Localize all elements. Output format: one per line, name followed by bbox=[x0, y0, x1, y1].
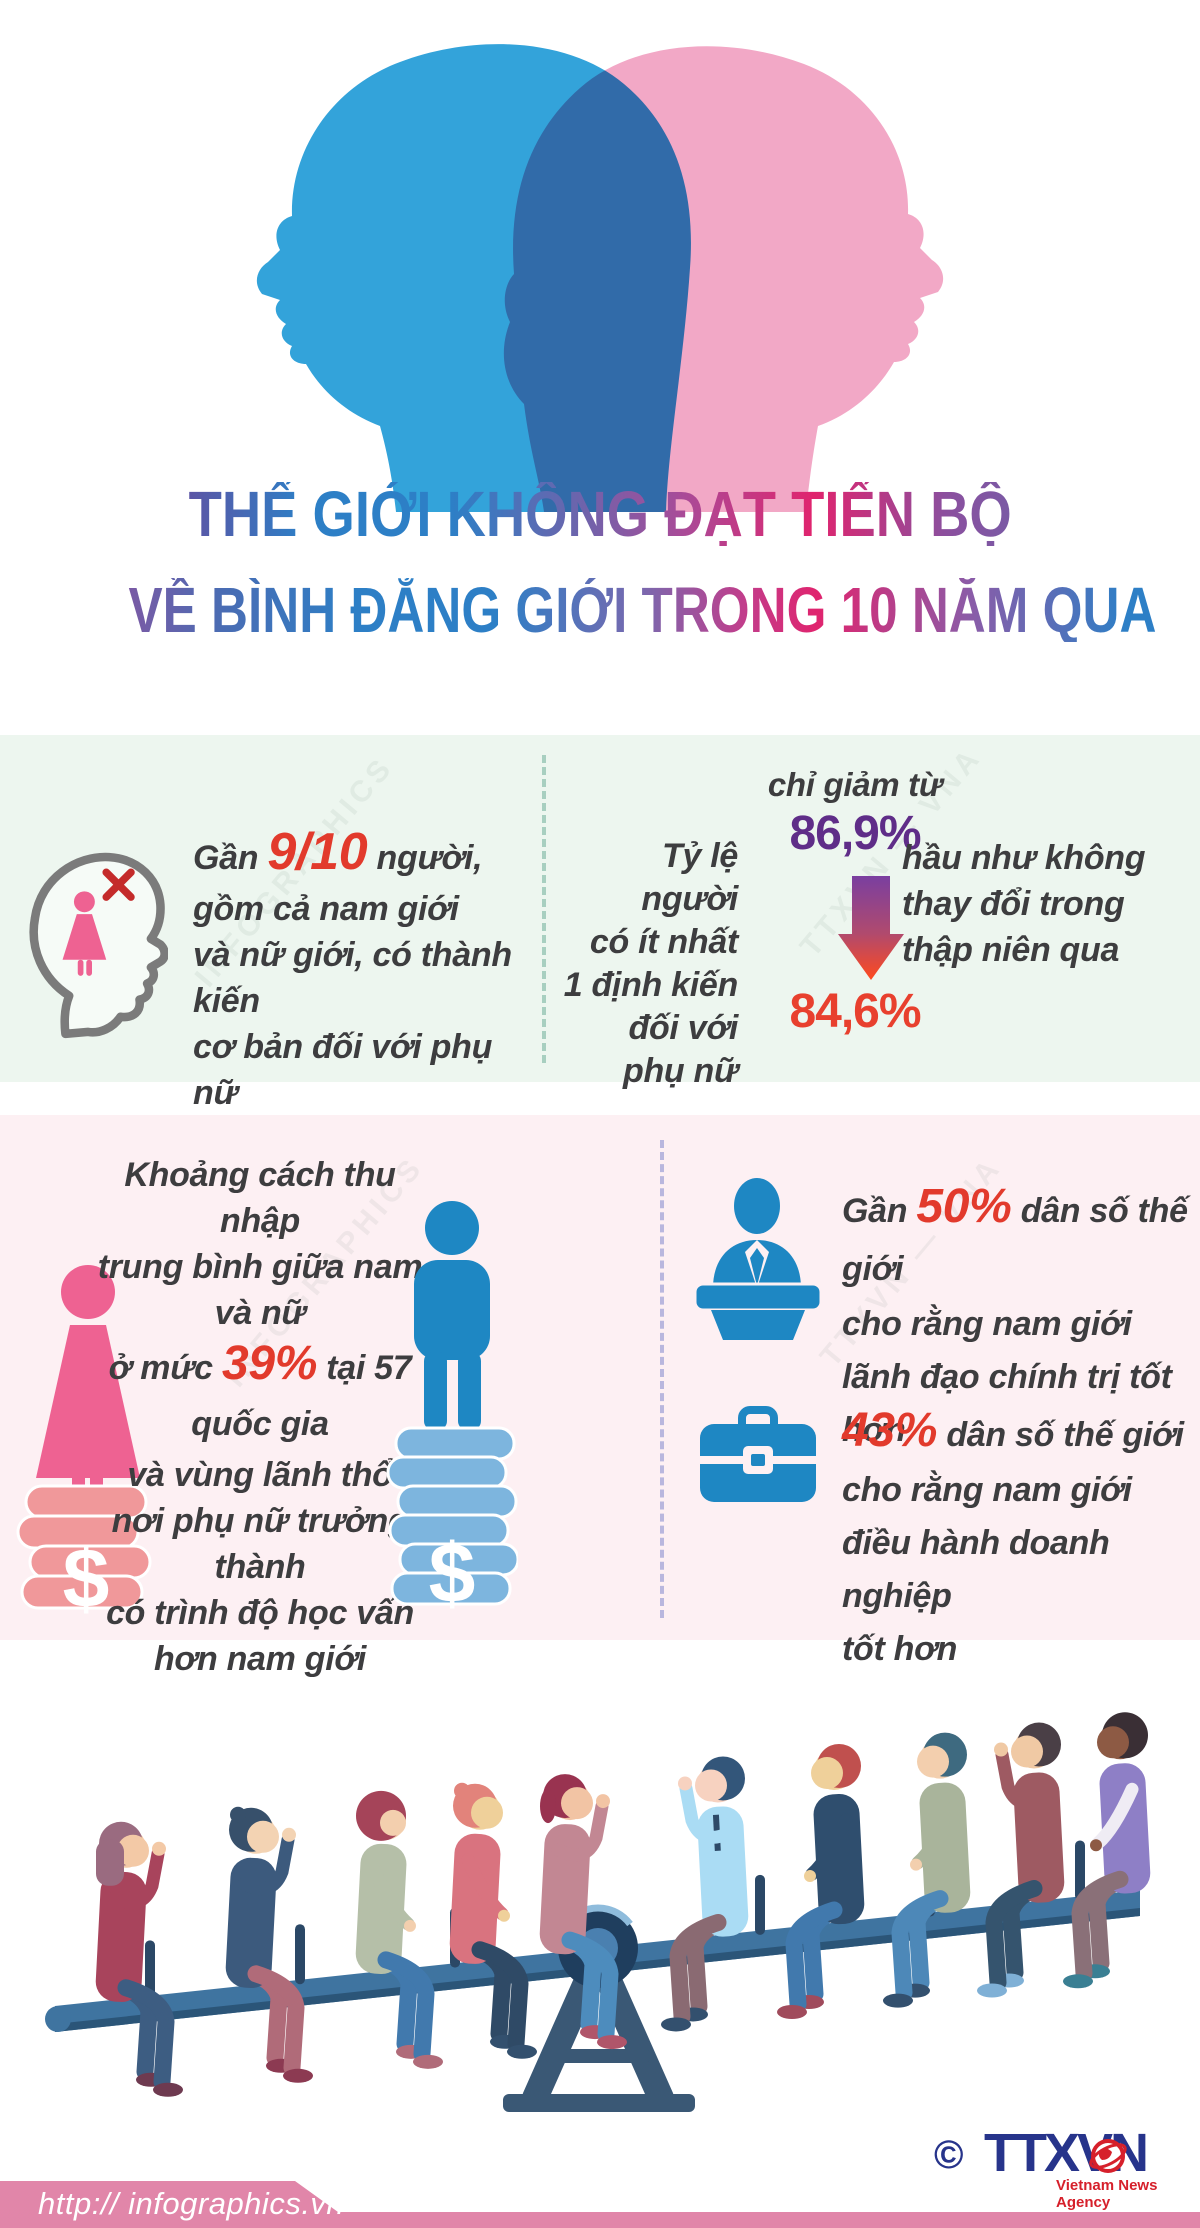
politician-podium-icon bbox=[693, 1178, 823, 1340]
stat-50: 50% bbox=[916, 1180, 1012, 1233]
female-pictogram-small bbox=[62, 891, 107, 976]
female-head-silhouette bbox=[503, 46, 944, 512]
bias-head-icon bbox=[29, 852, 168, 1039]
seated-woman-4 bbox=[449, 1782, 537, 2059]
dollar-sign: $ bbox=[429, 1526, 476, 1620]
section-divider bbox=[542, 755, 546, 1063]
seated-man-3 bbox=[883, 1732, 971, 2008]
seesaw-illustration bbox=[45, 1712, 1151, 2112]
bias-note-text: hầu như không thay đổi trong thập niên q… bbox=[902, 839, 1146, 969]
seated-man-1 bbox=[661, 1756, 749, 2032]
male-on-coins: $ bbox=[386, 1201, 518, 1620]
change-from-value: 86,9% bbox=[789, 807, 921, 860]
page-title-line2: VỀ BÌNH ĐẲNG GIỚI TRONG 10 NĂM QUA bbox=[128, 574, 1157, 646]
seated-man-5 bbox=[1063, 1712, 1151, 1989]
down-arrow-icon bbox=[838, 876, 904, 980]
seated-woman-3 bbox=[355, 1790, 443, 2069]
seesaw-handle bbox=[145, 1940, 155, 2001]
section-income: INFOGRAPHICS TTXVN — VNA bbox=[0, 1115, 1200, 1640]
agency-name: Vietnam News Agency bbox=[1056, 2177, 1158, 2211]
briefcase-icon bbox=[700, 1406, 816, 1502]
dollar-sign: $ bbox=[63, 1531, 110, 1625]
section-bias: INFOGRAPHICS TTXVN — VNA bbox=[0, 735, 1200, 1082]
bias-ratio-label: Tỷ lệ người có ít nhất 1 định kiến đối v… bbox=[563, 837, 739, 1090]
globe-icon bbox=[1089, 2139, 1127, 2173]
seated-man-4 bbox=[977, 1722, 1065, 1998]
seesaw-handle bbox=[1075, 1840, 1085, 1901]
income-gap-text: Khoảng cách thu nhập trung bình giữa nam… bbox=[97, 1156, 423, 1678]
gender-heads-illustration bbox=[256, 44, 944, 512]
stat-43: 43% bbox=[842, 1404, 938, 1457]
seated-woman-5 bbox=[539, 1774, 627, 2050]
section-divider bbox=[660, 1140, 664, 1618]
seesaw-handle bbox=[295, 1924, 305, 1985]
change-to-value: 84,6% bbox=[789, 985, 921, 1038]
coin-stack-blue: $ bbox=[386, 1426, 518, 1620]
seesaw-handle bbox=[755, 1874, 765, 1935]
change-intro: chỉ giảm từ bbox=[767, 766, 943, 803]
male-pictogram bbox=[414, 1201, 490, 1430]
footer-url-link[interactable]: http:// infographics.vn bbox=[38, 2186, 345, 2221]
coin-stack-pink: $ bbox=[16, 1484, 152, 1625]
stat-9-10: 9/10 bbox=[267, 823, 368, 881]
seated-woman-1 bbox=[95, 1821, 183, 2097]
x-icon bbox=[102, 868, 135, 901]
fulcrum-base bbox=[503, 2094, 695, 2112]
copyright-symbol: © bbox=[934, 2133, 964, 2177]
page-title-line1: THẾ GIỚI KHÔNG ĐẠT TIẾN BỘ bbox=[188, 478, 1012, 550]
beam-end-cap bbox=[45, 2006, 71, 2032]
female-on-coins: $ bbox=[16, 1265, 152, 1625]
business-text: 43% dân số thế giới cho rằng nam giới đi… bbox=[842, 1404, 1184, 1668]
seated-man-2 bbox=[777, 1744, 865, 2020]
stat-39: 39% bbox=[221, 1337, 318, 1390]
bias-stat-text: Gần 9/10 người, gồm cả nam giới và nữ gi… bbox=[193, 823, 512, 1112]
politics-text: Gần 50% dân số thế giới cho rằng nam giớ… bbox=[842, 1180, 1188, 1449]
seated-woman-2 bbox=[225, 1806, 313, 2083]
